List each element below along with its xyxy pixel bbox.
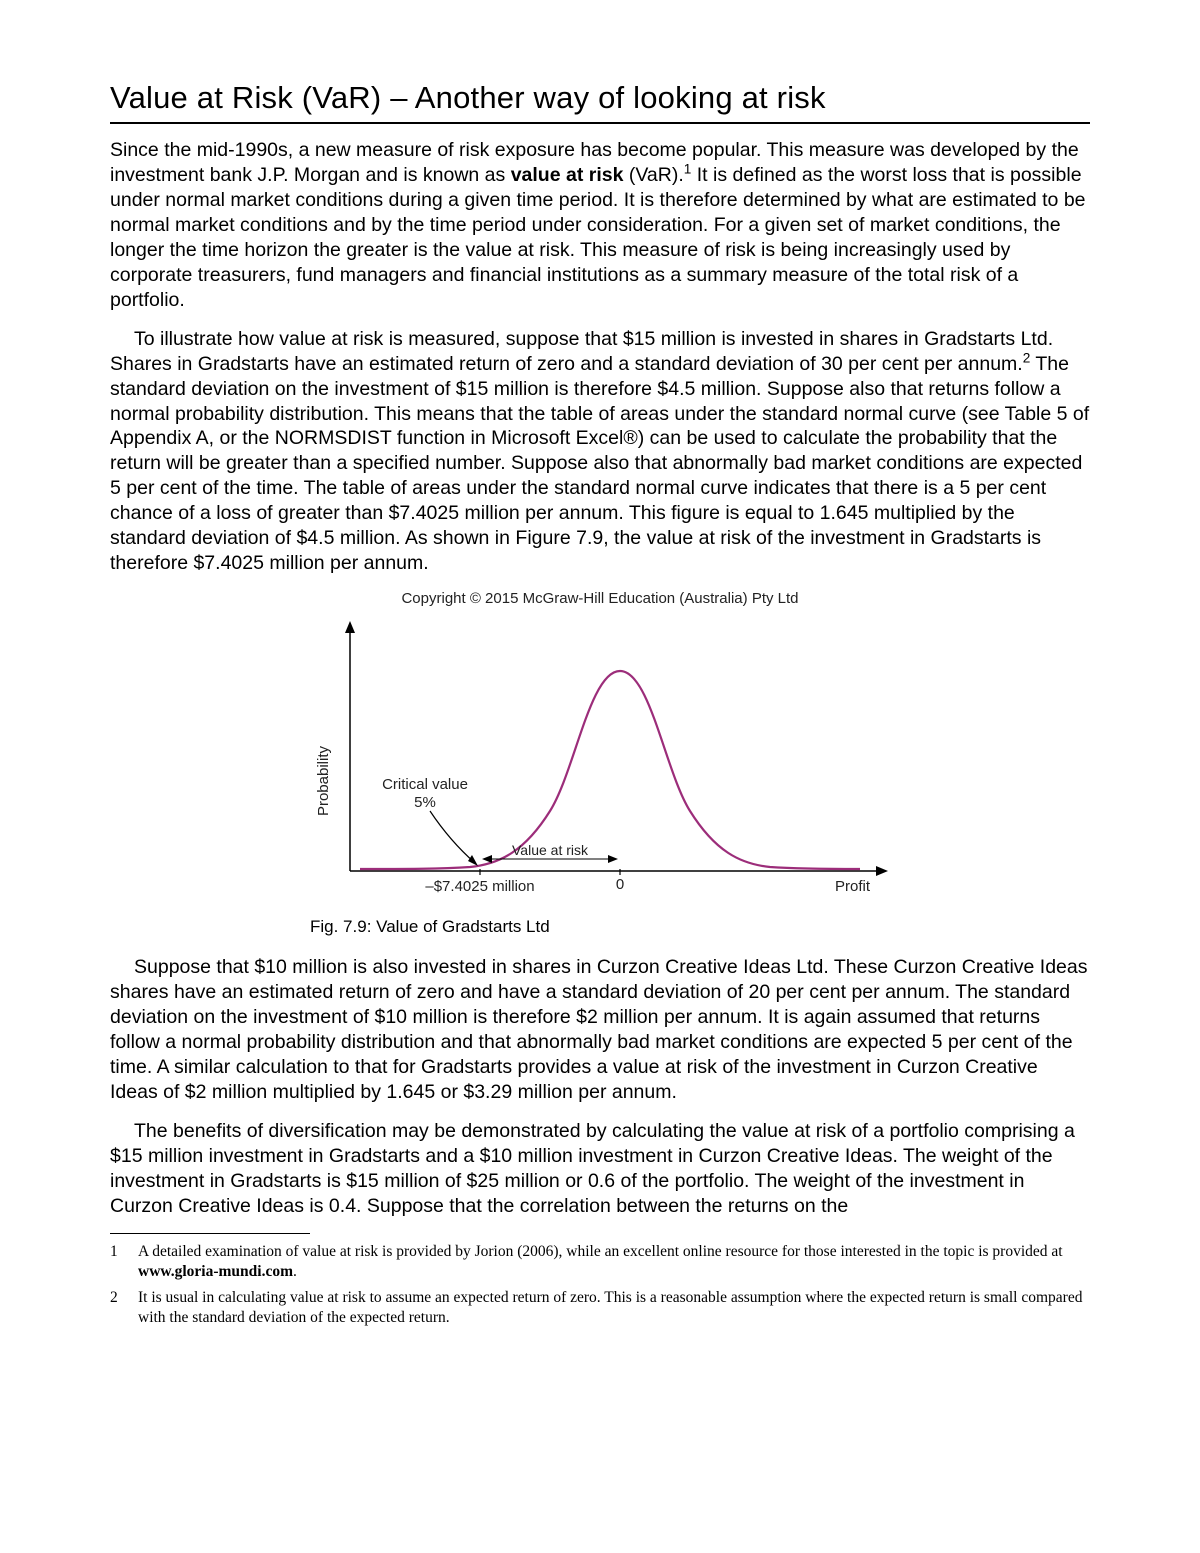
p2-text-a: To illustrate how value at risk is measu… — [110, 328, 1053, 375]
paragraph-1: Since the mid-1990s, a new measure of ri… — [110, 138, 1090, 313]
bell-curve-chart: Probability Profit 0 –$7.4025 million Cr… — [280, 611, 920, 911]
footnote-separator — [110, 1233, 310, 1234]
p1-text-b: (VaR). — [623, 164, 683, 186]
footnote-1-number: 1 — [110, 1242, 138, 1282]
y-axis-arrow-icon — [345, 621, 355, 633]
footnote-1-url: www.gloria-mundi.com — [138, 1263, 293, 1280]
figure-7-9: Copyright © 2015 McGraw-Hill Education (… — [110, 590, 1090, 937]
x-axis-label: Profit — [835, 878, 871, 895]
critical-arrow — [430, 811, 475, 863]
figure-copyright: Copyright © 2015 McGraw-Hill Education (… — [110, 590, 1090, 607]
zero-label: 0 — [616, 876, 624, 893]
footnote-1-text-b: . — [293, 1263, 297, 1280]
p2-text-b: The standard deviation on the investment… — [110, 353, 1089, 575]
critical-arrow-head-icon — [468, 855, 478, 866]
paragraph-2: To illustrate how value at risk is measu… — [110, 327, 1090, 577]
var-arrow-left-icon — [482, 855, 492, 863]
page-title: Value at Risk (VaR) – Another way of loo… — [110, 80, 1090, 116]
x-axis-arrow-icon — [876, 866, 888, 876]
paragraph-3: Suppose that $10 million is also investe… — [110, 955, 1090, 1105]
critical-value-label-a: Critical value — [382, 776, 468, 793]
p1-bold: value at risk — [511, 164, 624, 186]
var-arrow-right-icon — [608, 855, 618, 863]
figure-caption: Fig. 7.9: Value of Gradstarts Ltd — [310, 917, 1090, 937]
footnote-2-number: 2 — [110, 1288, 138, 1328]
footnote-1-body: A detailed examination of value at risk … — [138, 1242, 1090, 1282]
document-page: Value at Risk (VaR) – Another way of loo… — [0, 0, 1200, 1394]
paragraph-4: The benefits of diversification may be d… — [110, 1119, 1090, 1219]
var-label: Value at risk — [512, 842, 589, 858]
footnote-2: 2 It is usual in calculating value at ri… — [110, 1288, 1090, 1328]
footnote-2-body: It is usual in calculating value at risk… — [138, 1288, 1090, 1328]
neg-amount-label: –$7.4025 million — [425, 878, 534, 895]
critical-value-label-b: 5% — [414, 794, 436, 811]
footnote-1-text-a: A detailed examination of value at risk … — [138, 1243, 1063, 1260]
y-axis-label: Probability — [315, 746, 332, 817]
title-rule — [110, 122, 1090, 124]
footnote-1: 1 A detailed examination of value at ris… — [110, 1242, 1090, 1282]
bell-curve — [360, 671, 860, 869]
